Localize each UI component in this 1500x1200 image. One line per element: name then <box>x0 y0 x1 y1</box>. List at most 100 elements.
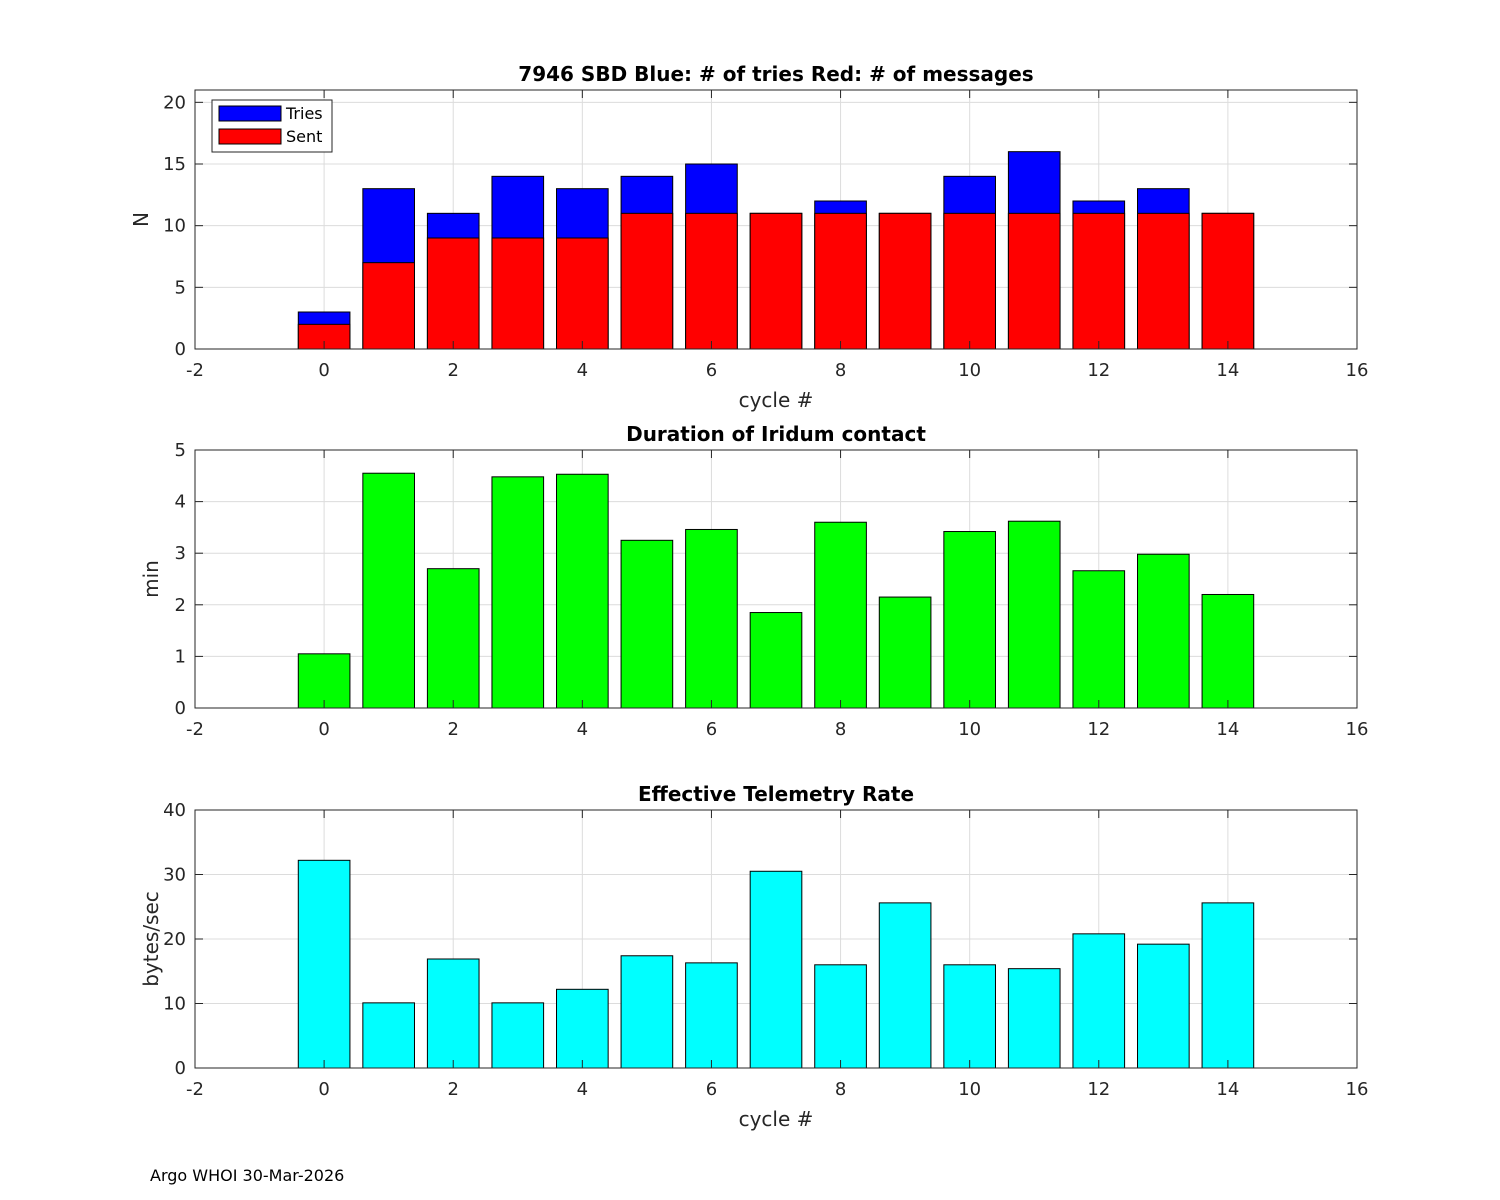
chart3-bar-rate-cycle-8 <box>814 964 867 1069</box>
chart2-xtick-label: 6 <box>706 719 717 740</box>
chart1-xtick-label: 4 <box>577 360 588 381</box>
chart2-bar-duration-cycle-13 <box>1137 553 1190 709</box>
chart1-bar-sent-cycle-1 <box>362 262 415 350</box>
chart3-bar-rate-cycle-9 <box>878 902 932 1069</box>
chart1-xtick-label: 6 <box>706 360 717 381</box>
chart2-bar-duration-cycle-6 <box>685 528 738 709</box>
chart1-axes-box <box>194 89 1358 350</box>
chart2-xtick-label: 8 <box>835 719 846 740</box>
chart3-xtick-label: 12 <box>1087 1079 1110 1100</box>
chart3-ytick-label: 10 <box>163 994 186 1015</box>
chart3-bar-rate-cycle-11 <box>1007 968 1061 1069</box>
chart2-bar-duration-cycle-2 <box>426 568 480 709</box>
chart2-bar-duration-cycle-9 <box>878 596 932 709</box>
chart3-xtick-label: -2 <box>186 1079 204 1100</box>
chart2-xtick-label: 2 <box>447 719 458 740</box>
chart2-xtick-label: 16 <box>1346 719 1369 740</box>
chart2-bar-duration-cycle-5 <box>620 539 674 709</box>
chart3-ytick-label: 30 <box>163 865 186 886</box>
chart3-xtick-label: 14 <box>1216 1079 1239 1100</box>
chart2-xtick-label: 14 <box>1216 719 1239 740</box>
chart1-legend-label-sent: Sent <box>286 127 322 146</box>
chart2-ylabel: min <box>139 560 163 598</box>
chart1-bar-sent-cycle-12 <box>1072 212 1126 350</box>
chart1-xtick-label: 2 <box>447 360 458 381</box>
chart1-xtick-label: 0 <box>318 360 329 381</box>
chart3-title: Effective Telemetry Rate <box>638 782 914 806</box>
chart3-xtick-label: 6 <box>706 1079 717 1100</box>
chart3-bar-rate-cycle-0 <box>297 859 351 1069</box>
chart1-bar-sent-cycle-13 <box>1137 212 1190 350</box>
chart1-legend-label-tries: Tries <box>285 104 323 123</box>
chart3-xtick-label: 8 <box>835 1079 846 1100</box>
chart2-xtick-label: 12 <box>1087 719 1110 740</box>
chart1-xtick-label: 12 <box>1087 360 1110 381</box>
chart1-ytick-label: 15 <box>163 154 186 175</box>
chart2-bar-duration-cycle-11 <box>1007 520 1061 709</box>
chart3-ytick-label: 0 <box>175 1058 186 1079</box>
chart3-bar-rate-cycle-12 <box>1072 933 1126 1069</box>
chart1-xtick-label: -2 <box>186 360 204 381</box>
chart3-xtick-label: 4 <box>577 1079 588 1100</box>
chart3-bar-rate-cycle-4 <box>556 988 609 1069</box>
chart3-bar-rate-cycle-6 <box>685 962 738 1069</box>
chart3-bar-rate-cycle-1 <box>362 1002 415 1069</box>
chart2-xtick-label: 4 <box>577 719 588 740</box>
chart1-ytick-label: 0 <box>175 339 186 360</box>
chart1-bar-sent-cycle-3 <box>491 237 545 350</box>
chart1-ytick-label: 10 <box>163 216 186 237</box>
chart1-ylabel: N <box>129 212 153 227</box>
chart1-bar-sent-cycle-8 <box>814 212 867 350</box>
chart3-xtick-label: 10 <box>958 1079 981 1100</box>
chart2-bar-duration-cycle-14 <box>1201 593 1255 709</box>
chart3-xtick-label: 0 <box>318 1079 329 1100</box>
chart2-bar-duration-cycle-10 <box>943 531 996 709</box>
chart1-xtick-label: 10 <box>958 360 981 381</box>
chart2-bar-duration-cycle-3 <box>491 476 545 709</box>
chart1-bar-sent-cycle-14 <box>1201 212 1255 350</box>
chart2-ytick-label: 5 <box>175 440 186 461</box>
chart2-bar-duration-cycle-1 <box>362 472 415 709</box>
chart3-ytick-label: 40 <box>163 800 186 821</box>
chart2-bar-duration-cycle-0 <box>297 653 351 709</box>
chart2-ytick-label: 1 <box>175 646 186 667</box>
footer-credit: Argo WHOI 30-Mar-2026 <box>150 1166 345 1185</box>
chart2-xtick-label: 10 <box>958 719 981 740</box>
chart2-ytick-label: 0 <box>175 698 186 719</box>
chart2-title: Duration of Iridum contact <box>626 422 926 446</box>
chart1-bar-sent-cycle-9 <box>878 212 932 350</box>
chart2-bar-duration-cycle-7 <box>749 612 803 709</box>
chart2-ytick-label: 3 <box>175 543 186 564</box>
chart1-xtick-label: 8 <box>835 360 846 381</box>
chart1-bar-sent-cycle-7 <box>749 212 803 350</box>
chart1-xtick-label: 16 <box>1346 360 1369 381</box>
chart1-bar-sent-cycle-2 <box>426 237 480 350</box>
chart3-xlabel: cycle # <box>739 1107 814 1131</box>
chart1-bar-sent-cycle-6 <box>685 212 738 350</box>
chart2-bar-duration-cycle-8 <box>814 521 867 709</box>
chart3-xtick-label: 16 <box>1346 1079 1369 1100</box>
chart2-xtick-label: -2 <box>186 719 204 740</box>
chart1-bar-sent-cycle-5 <box>620 212 674 350</box>
chart3-bar-rate-cycle-13 <box>1137 943 1190 1069</box>
chart1-xtick-label: 14 <box>1216 360 1239 381</box>
chart1-ytick-label: 20 <box>163 92 186 113</box>
chart2-ytick-label: 4 <box>175 492 186 513</box>
chart2-xtick-label: 0 <box>318 719 329 740</box>
chart1-bar-sent-cycle-11 <box>1007 212 1061 350</box>
chart1-bar-sent-cycle-10 <box>943 212 996 350</box>
chart3-bar-rate-cycle-10 <box>943 964 996 1069</box>
chart3-bar-rate-cycle-14 <box>1201 902 1255 1069</box>
chart1-xlabel: cycle # <box>739 388 814 412</box>
chart3-ytick-label: 20 <box>163 929 186 950</box>
chart1-legend-swatch-sent <box>218 128 282 145</box>
chart2-bar-duration-cycle-4 <box>556 473 609 709</box>
chart3-bar-rate-cycle-2 <box>426 958 480 1069</box>
chart1-legend-swatch-tries <box>218 105 282 122</box>
chart1-bar-sent-cycle-4 <box>556 237 609 350</box>
chart3-bar-rate-cycle-3 <box>491 1002 545 1069</box>
chart2-bar-duration-cycle-12 <box>1072 570 1126 709</box>
chart3-bar-rate-cycle-7 <box>749 870 803 1069</box>
chart1-title: 7946 SBD Blue: # of tries Red: # of mess… <box>518 62 1033 86</box>
